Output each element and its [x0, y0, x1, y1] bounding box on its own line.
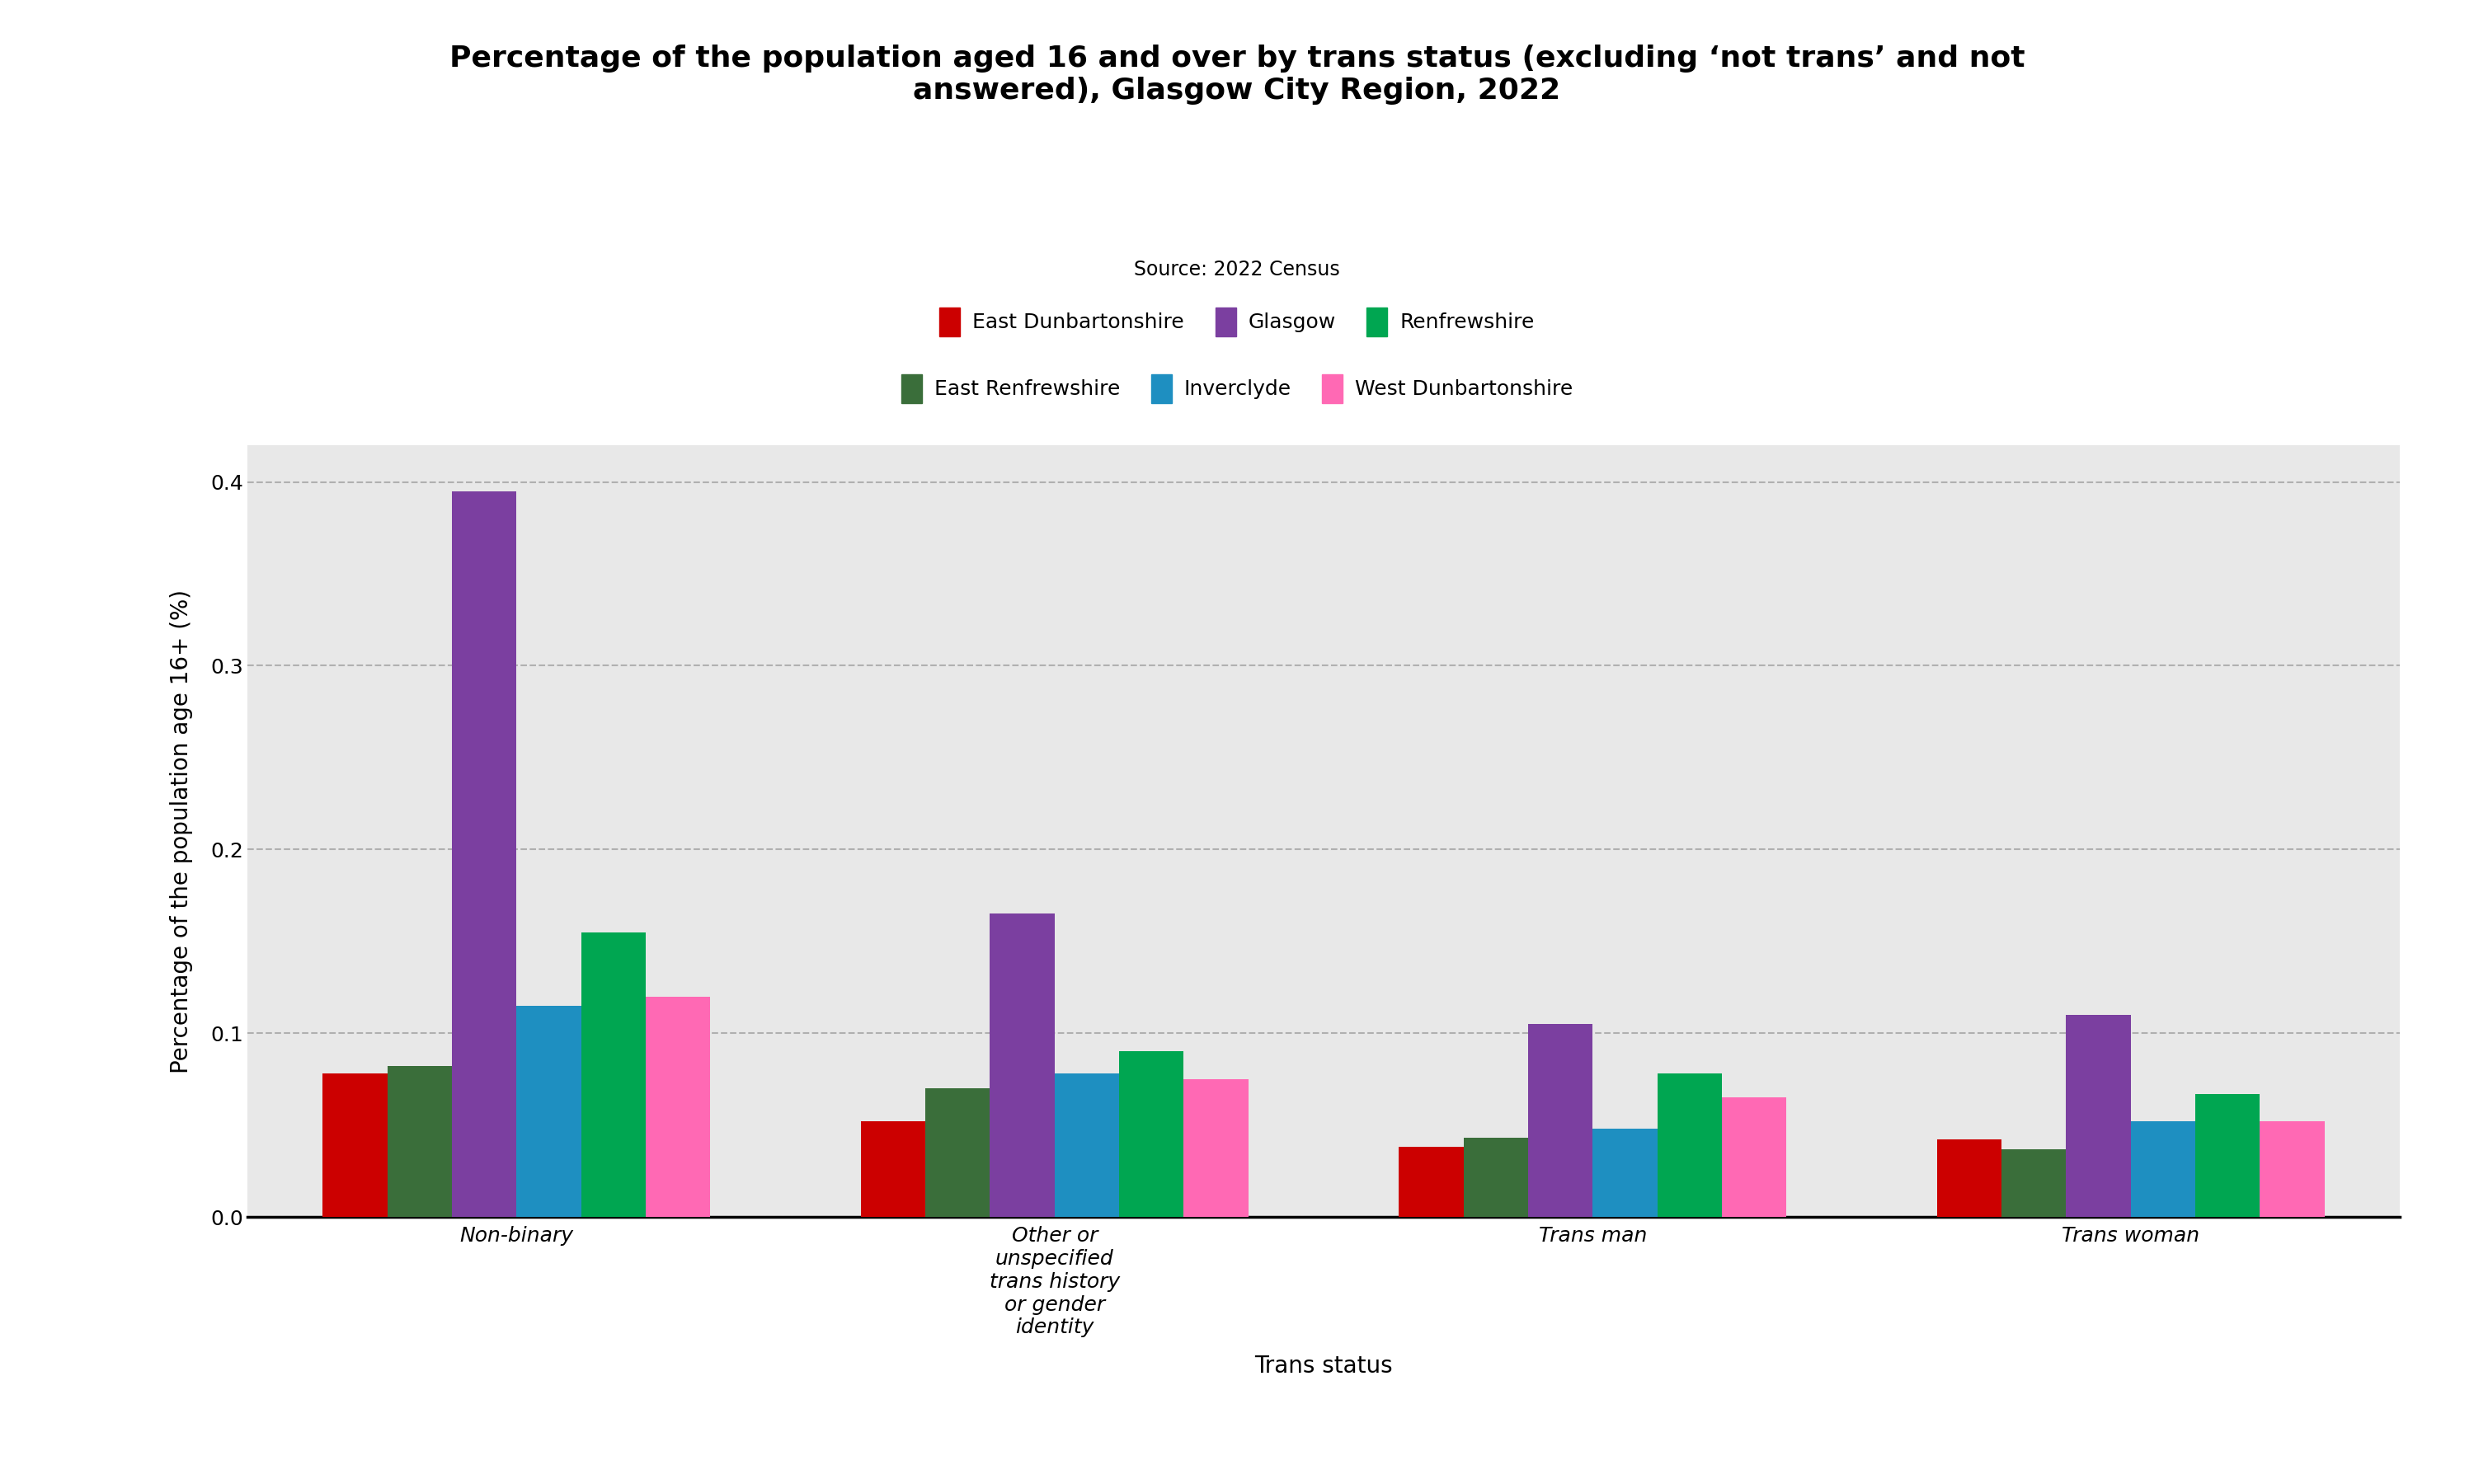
- Bar: [1722, 1098, 1786, 1217]
- Bar: [581, 932, 646, 1217]
- Y-axis label: Percentage of the population age 16+ (%): Percentage of the population age 16+ (%): [171, 589, 193, 1073]
- Bar: [2194, 1094, 2259, 1217]
- Bar: [2130, 1122, 2194, 1217]
- X-axis label: Trans status: Trans status: [1254, 1355, 1393, 1377]
- Bar: [1465, 1138, 1529, 1217]
- Bar: [1937, 1140, 2001, 1217]
- Text: Percentage of the population aged 16 and over by trans status (excluding ‘not tr: Percentage of the population aged 16 and…: [450, 45, 2024, 105]
- Bar: [517, 1006, 581, 1217]
- Text: Source: 2022 Census: Source: 2022 Census: [1133, 260, 1341, 279]
- Bar: [646, 996, 710, 1217]
- Bar: [1398, 1147, 1465, 1217]
- Bar: [1593, 1129, 1658, 1217]
- Bar: [861, 1122, 925, 1217]
- Bar: [1658, 1073, 1722, 1217]
- Bar: [388, 1066, 453, 1217]
- Bar: [453, 491, 517, 1217]
- Bar: [2001, 1149, 2066, 1217]
- Bar: [1183, 1079, 1249, 1217]
- Legend: East Renfrewshire, Inverclyde, West Dunbartonshire: East Renfrewshire, Inverclyde, West Dunb…: [901, 374, 1573, 404]
- Bar: [925, 1088, 990, 1217]
- Bar: [990, 914, 1054, 1217]
- Bar: [1054, 1073, 1118, 1217]
- Bar: [1529, 1024, 1593, 1217]
- Bar: [322, 1073, 388, 1217]
- Bar: [2066, 1015, 2130, 1217]
- Bar: [2259, 1122, 2326, 1217]
- Legend: East Dunbartonshire, Glasgow, Renfrewshire: East Dunbartonshire, Glasgow, Renfrewshi…: [940, 307, 1534, 337]
- Bar: [1118, 1052, 1183, 1217]
